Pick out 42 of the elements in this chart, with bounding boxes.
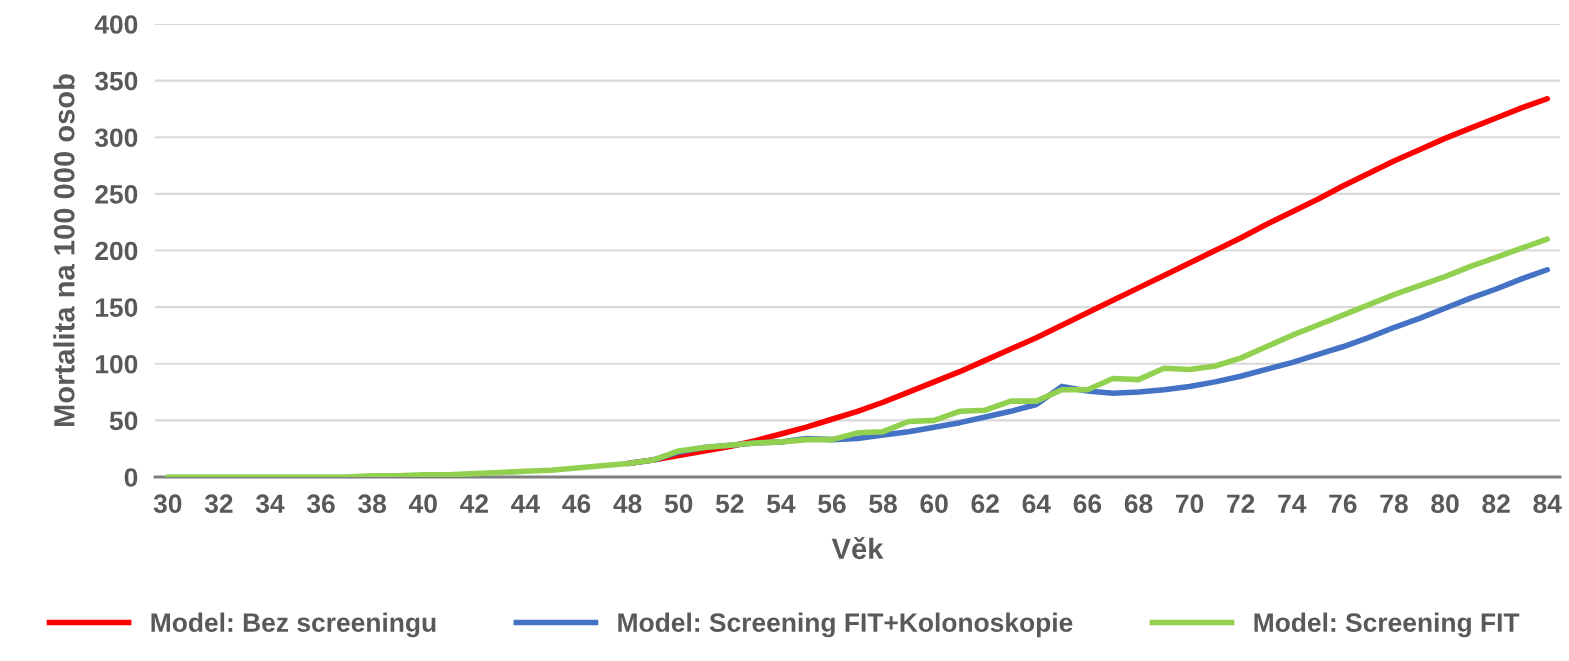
legend-label: Model: Screening FIT+Kolonoskopie <box>618 612 1073 638</box>
y-tick-label: 200 <box>95 241 138 261</box>
x-tick-label: 38 <box>358 494 386 514</box>
x-tick-label: 66 <box>1073 494 1102 514</box>
y-tick-label: 300 <box>94 128 138 148</box>
y-tick-label: 0 <box>124 468 138 487</box>
y-tick-label: 400 <box>94 15 138 34</box>
x-tick-label: 52 <box>715 494 744 514</box>
x-tick-label: 48 <box>613 494 642 514</box>
x-tick-label: 54 <box>767 494 796 514</box>
x-tick-label: 76 <box>1329 494 1357 514</box>
legend-label: Model: Bez screeningu <box>151 612 436 638</box>
x-tick-label: 74 <box>1278 494 1307 513</box>
x-tick-label: 30 <box>153 494 182 514</box>
y-tick-label: 100 <box>95 354 138 374</box>
x-tick-label: 58 <box>869 494 897 514</box>
x-tick-label: 72 <box>1227 494 1255 513</box>
x-tick-label: 70 <box>1176 494 1204 514</box>
x-tick-label: 32 <box>204 494 233 514</box>
x-tick-label: 34 <box>255 494 285 514</box>
x-tick-label: 56 <box>818 494 846 514</box>
x-tick-label: 82 <box>1482 494 1510 514</box>
x-tick-label: 84 <box>1533 494 1562 514</box>
x-tick-label: 50 <box>664 494 693 514</box>
x-tick-label: 46 <box>562 494 591 514</box>
x-tick-label: 60 <box>920 494 948 514</box>
y-tick-label: 50 <box>109 411 138 431</box>
x-tick-label: 62 <box>971 494 999 514</box>
x-tick-label: 78 <box>1380 494 1408 514</box>
x-tick-label: 64 <box>1022 494 1051 514</box>
x-tick-label: 44 <box>511 494 540 513</box>
y-axis-title: Mortalita na 100 000 osob <box>53 74 75 427</box>
y-tick-label: 350 <box>94 71 138 91</box>
x-tick-label: 80 <box>1431 494 1459 514</box>
legend-label: Model: Screening FIT <box>1254 612 1520 638</box>
x-tick-label: 36 <box>306 494 335 514</box>
x-tick-label: 42 <box>460 494 488 513</box>
y-tick-label: 150 <box>95 298 138 317</box>
x-tick-label: 40 <box>408 494 437 514</box>
y-tick-label: 250 <box>95 185 138 204</box>
x-tick-label: 68 <box>1124 494 1153 514</box>
x-axis-title: Věk <box>831 537 884 560</box>
